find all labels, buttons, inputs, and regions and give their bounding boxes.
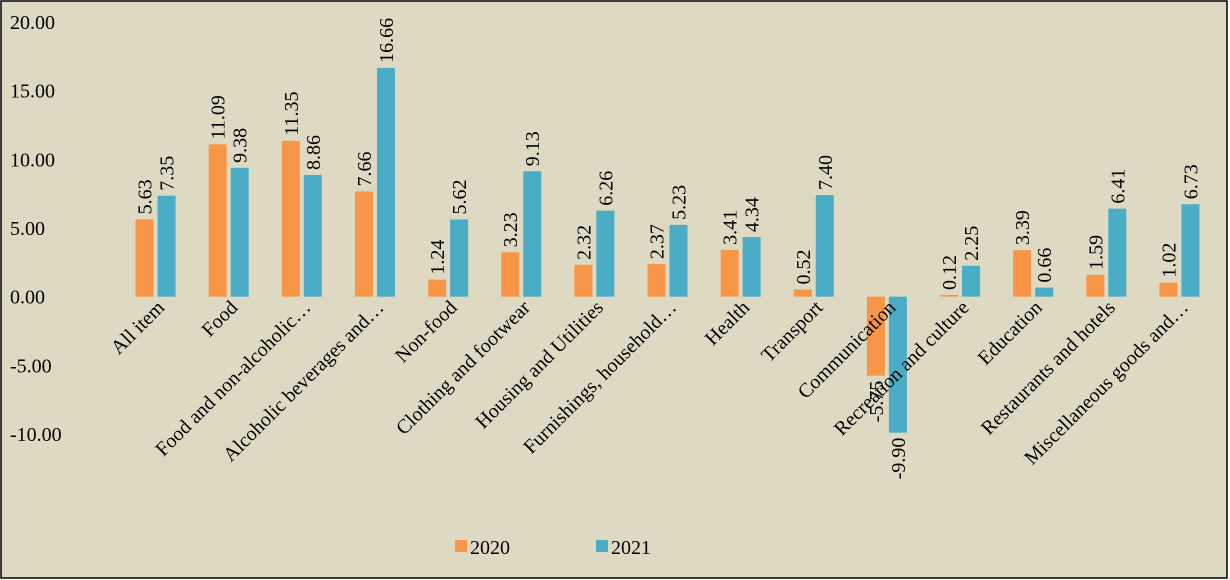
y-tick-label: -10.00 — [10, 424, 62, 446]
bar — [669, 224, 688, 297]
bar — [1181, 204, 1200, 297]
bar — [742, 237, 761, 297]
value-label: 3.41 — [720, 210, 742, 245]
y-tick-label: 5.00 — [10, 218, 45, 240]
value-label: 0.66 — [1034, 248, 1056, 283]
value-label: 0.52 — [793, 250, 815, 285]
value-label: 3.39 — [1012, 210, 1034, 245]
bar — [230, 167, 249, 297]
value-label: 4.34 — [742, 197, 764, 232]
y-tick-label: -5.00 — [10, 355, 52, 377]
bar — [940, 295, 959, 297]
value-label: 3.23 — [500, 212, 522, 247]
value-label: 6.41 — [1107, 169, 1129, 204]
bar — [793, 289, 812, 297]
legend-swatch — [455, 540, 467, 552]
value-label: 7.35 — [157, 156, 179, 191]
value-label: -5.75 — [866, 381, 888, 423]
bar — [157, 195, 176, 297]
bar — [523, 171, 542, 297]
legend-swatch — [596, 540, 608, 552]
value-label: 2.32 — [573, 225, 595, 260]
y-tick-label: 15.00 — [10, 81, 55, 103]
bar — [281, 140, 300, 297]
bar — [376, 67, 395, 297]
value-label: 2.25 — [961, 226, 983, 261]
value-label: 11.09 — [208, 95, 230, 139]
bar — [888, 296, 907, 433]
value-label: 9.38 — [230, 128, 252, 163]
value-label: 1.02 — [1158, 243, 1180, 278]
bar — [720, 249, 739, 297]
legend-label: 2021 — [611, 537, 651, 559]
bar — [1035, 287, 1054, 297]
value-label: 9.13 — [522, 131, 544, 166]
value-label: 5.63 — [135, 179, 157, 214]
y-tick-label: 0.00 — [10, 287, 45, 309]
legend-label: 2020 — [470, 537, 510, 559]
value-label: 7.40 — [815, 155, 837, 190]
bar — [574, 264, 593, 297]
bar — [647, 264, 666, 297]
bar — [1108, 208, 1127, 297]
value-label: 11.35 — [281, 92, 303, 136]
bar — [208, 144, 227, 297]
value-label: -9.90 — [888, 438, 910, 480]
bar — [135, 219, 154, 297]
value-label: 5.23 — [669, 185, 691, 220]
bar — [866, 296, 885, 376]
value-label: 8.86 — [303, 135, 325, 170]
value-label: 7.66 — [354, 151, 376, 186]
value-label: 6.73 — [1180, 164, 1202, 199]
bar — [501, 252, 520, 297]
bar — [815, 195, 834, 297]
value-label: 0.12 — [939, 255, 961, 290]
bar — [450, 219, 469, 297]
bar — [354, 191, 373, 297]
bar — [1086, 274, 1105, 297]
bar — [303, 174, 322, 297]
bar — [962, 265, 981, 297]
y-tick-label: 20.00 — [10, 12, 55, 34]
value-label: 16.66 — [376, 18, 398, 63]
value-label: 1.59 — [1085, 235, 1107, 270]
y-tick-label: 10.00 — [10, 149, 55, 171]
bar — [428, 279, 447, 297]
value-label: 5.62 — [449, 179, 471, 214]
bar — [596, 210, 615, 297]
value-label: 1.24 — [427, 240, 449, 275]
value-label: 6.26 — [595, 171, 617, 206]
bar — [1013, 250, 1032, 297]
bar — [1159, 282, 1178, 297]
value-label: 2.37 — [647, 224, 669, 259]
